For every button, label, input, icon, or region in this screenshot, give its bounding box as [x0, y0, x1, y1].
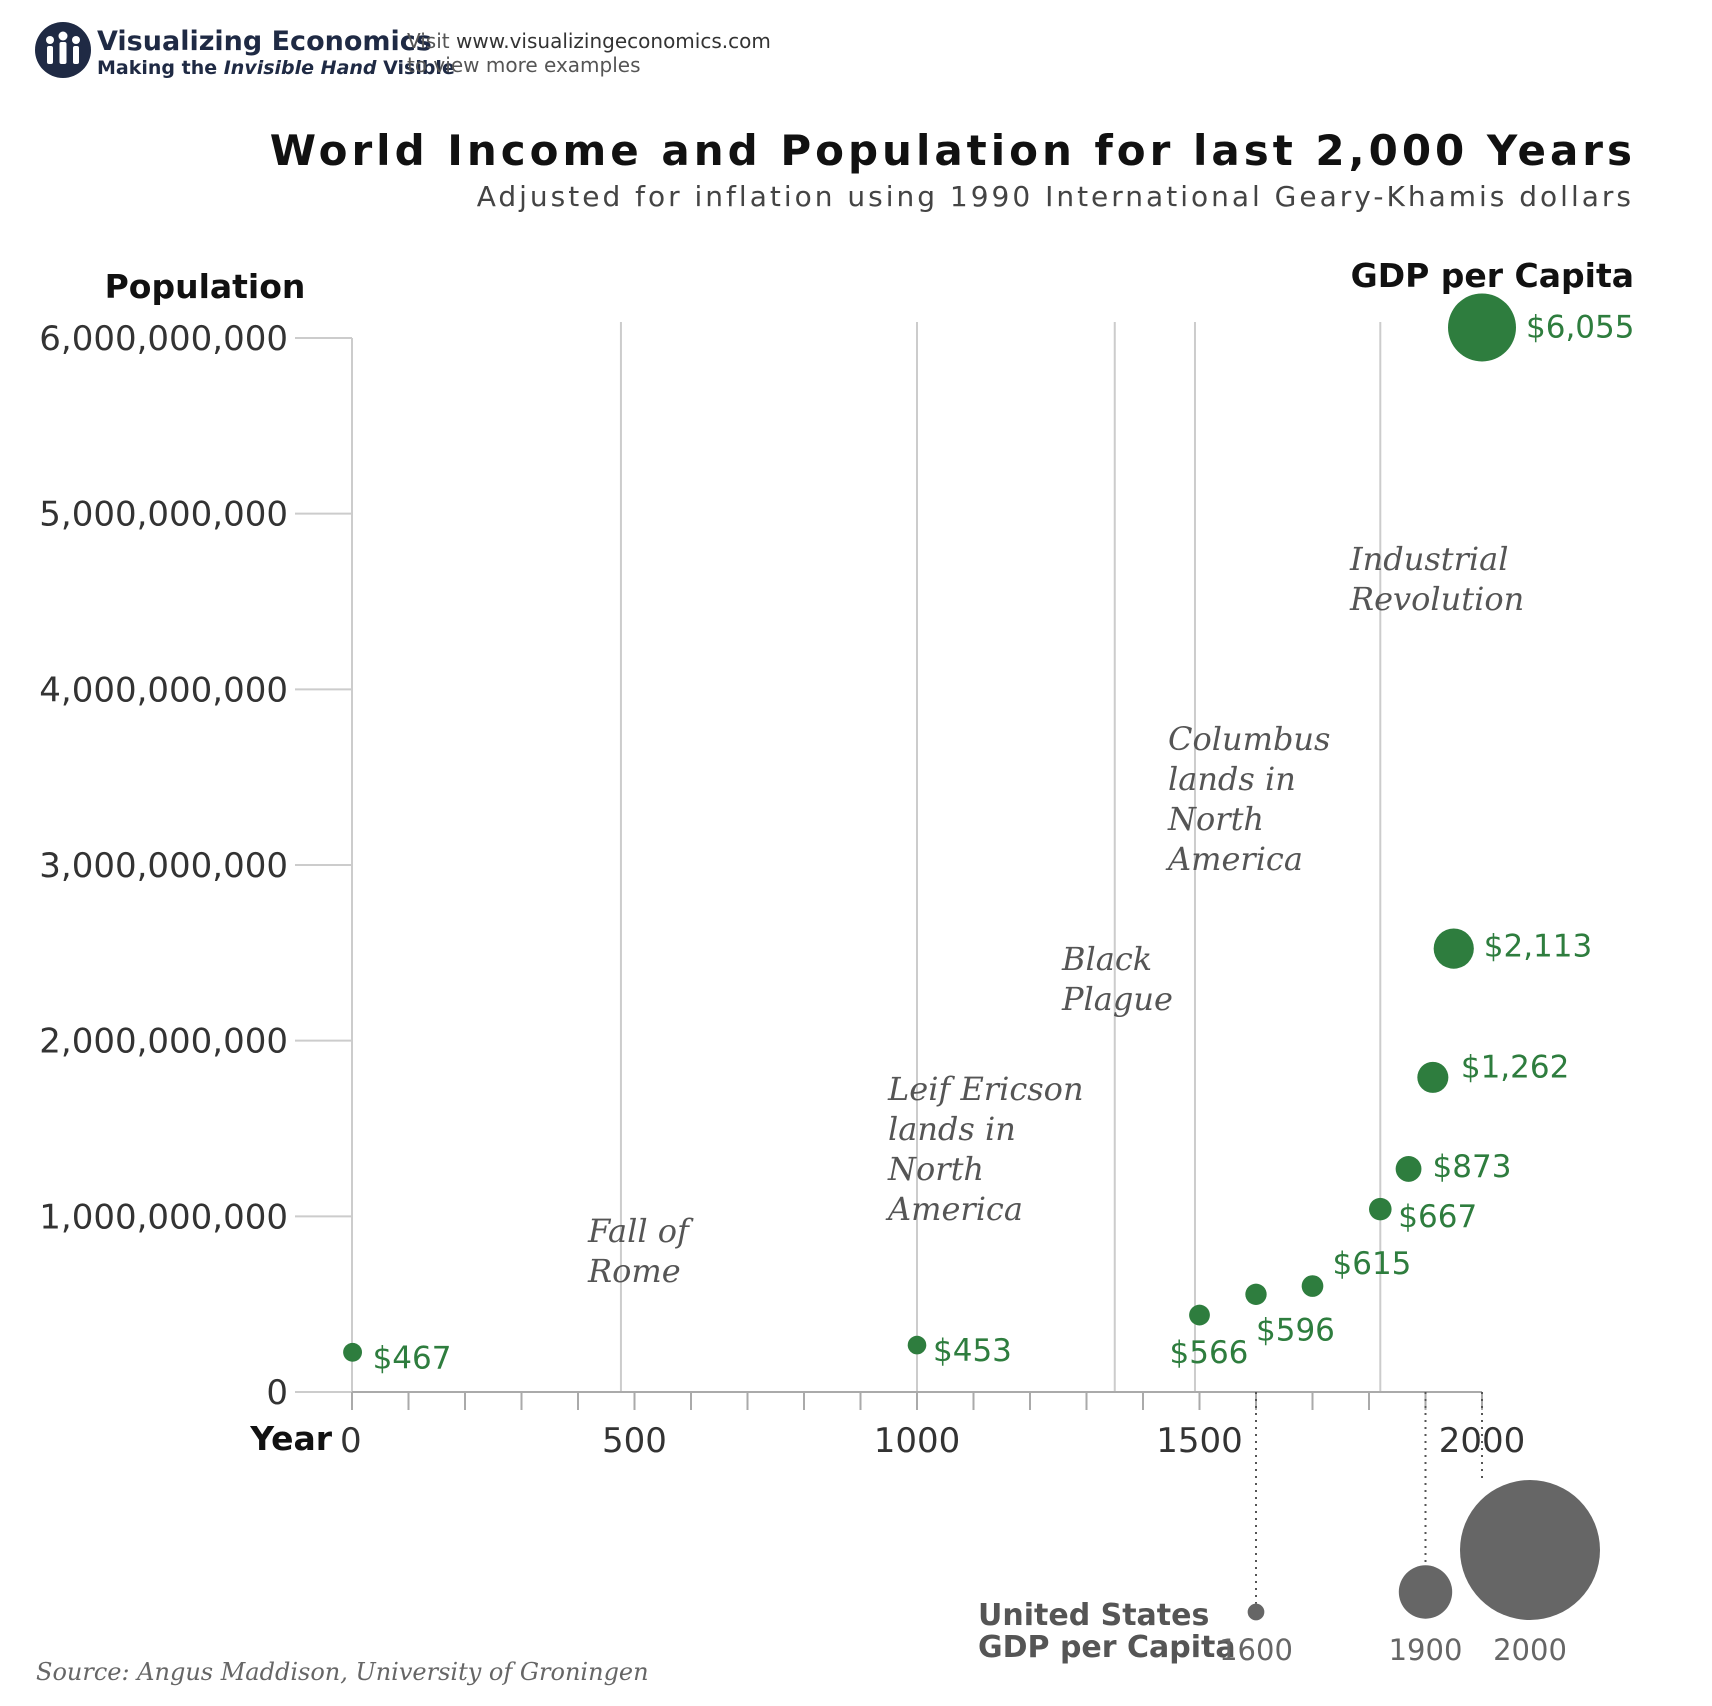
- data-points: $467 $453 $566$596 $615 $667 $873 $1,262 $2,113…: [343, 293, 1634, 1376]
- bubble-label: $615: [1333, 1246, 1412, 1282]
- visit-text-line2: to view more examples: [407, 53, 641, 77]
- bubble: [907, 1335, 927, 1355]
- chart-subtitle: Adjusted for inflation using 1990 Intern…: [477, 180, 1634, 213]
- bubble-label: $2,113: [1484, 929, 1592, 965]
- bubble: [1433, 928, 1474, 969]
- us-year-label: 1900: [1389, 1633, 1463, 1667]
- us-bubble: [1398, 1565, 1453, 1619]
- event-label: Columbus lands in North America: [1165, 720, 1330, 878]
- logo-figures-icon: [46, 31, 80, 64]
- y-tick-label: 1,000,000,000: [39, 1197, 288, 1237]
- logo[interactable]: Visualizing Economics Making the Invisib…: [35, 22, 455, 79]
- event-label: Leif Ericson lands in North America: [885, 1070, 1084, 1228]
- visit-text[interactable]: Visit www.visualizingeconomics.com: [407, 29, 771, 53]
- bubble: [1245, 1283, 1267, 1305]
- bubble: [1301, 1275, 1324, 1297]
- bubble: [1395, 1155, 1422, 1182]
- bubble-label: $453: [933, 1333, 1012, 1369]
- bubble-label: $467: [373, 1340, 452, 1376]
- size-legend-title: GDP per Capita: [1351, 256, 1634, 295]
- event-label: Industrial Revolution: [1349, 540, 1524, 618]
- event-label: Black Plague: [1061, 940, 1173, 1018]
- x-tick-label: 1500: [1156, 1421, 1243, 1461]
- y-tick-label: 5,000,000,000: [39, 495, 288, 535]
- y-tick-label: 2,000,000,000: [39, 1022, 288, 1062]
- x-tick-label: 0: [340, 1421, 362, 1461]
- event-label: Fall of Rome: [587, 1212, 694, 1290]
- bubble: [1189, 1304, 1210, 1326]
- bubble: [1417, 1061, 1449, 1093]
- chart-title: World Income and Population for last 2,0…: [270, 126, 1636, 175]
- x-tick-label: 500: [602, 1421, 667, 1461]
- bubble-label: $566: [1170, 1335, 1249, 1371]
- us-legend-title: United States GDP per Capita: [978, 1598, 1236, 1665]
- us-year-label: 2000: [1493, 1633, 1567, 1667]
- us-bubble: [1247, 1603, 1265, 1621]
- bubble-label: $667: [1398, 1199, 1477, 1235]
- y-axis-title: Population: [105, 267, 306, 306]
- logo-title: Visualizing Economics: [97, 26, 432, 57]
- y-tick-label: 6,000,000,000: [39, 319, 288, 359]
- y-tick-label: 0: [266, 1373, 288, 1413]
- y-tick-label: 4,000,000,000: [39, 670, 288, 710]
- bubble: [1448, 293, 1516, 362]
- bubble-label: $1,262: [1461, 1049, 1569, 1085]
- bubble: [343, 1342, 363, 1362]
- event-annotations: Fall of Rome Leif Ericson lands in North Amer…: [587, 540, 1524, 1290]
- us-bubble: [1460, 1480, 1600, 1620]
- us-year-label: 1600: [1219, 1633, 1293, 1667]
- y-tick-label: 3,000,000,000: [39, 846, 288, 886]
- x-tick-label: 1000: [874, 1421, 961, 1461]
- bubble-label: $6,055: [1526, 309, 1634, 345]
- bubble-label: $873: [1433, 1149, 1512, 1185]
- logo-tagline: Making the Invisible Hand Visible: [97, 57, 455, 79]
- source-note: Source: Angus Maddison, University of Gr…: [36, 1658, 649, 1686]
- axes: 0 1,000,000,000 2,000,000,000 3,000,000,000…: [39, 319, 1525, 1461]
- bubble: [1369, 1197, 1392, 1221]
- x-axis-title: Year: [249, 1419, 333, 1458]
- bubble-label: $596: [1256, 1312, 1335, 1348]
